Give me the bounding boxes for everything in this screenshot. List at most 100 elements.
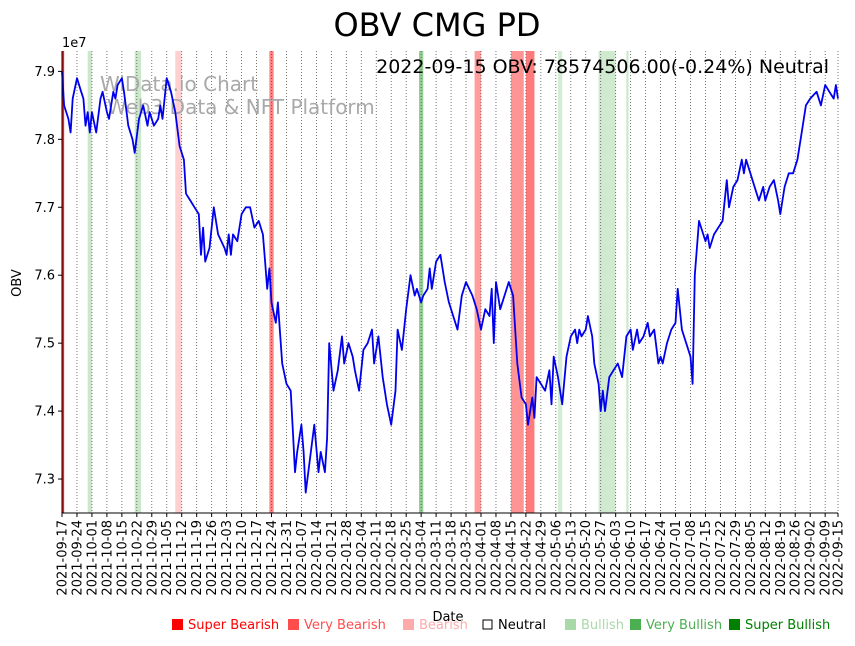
x-tick-label-32: 2022-04-29 (534, 520, 549, 596)
signal-band-7 (510, 51, 524, 513)
x-tick-label-25: 2022-03-11 (430, 520, 445, 596)
x-tick-label-35: 2022-05-20 (579, 520, 594, 596)
obv-series (61, 71, 839, 494)
legend: Super Bearish Very Bearish Bearish Neutral B… (172, 618, 830, 633)
x-tick-label-51: 2022-09-09 (819, 520, 834, 596)
legend-item-5: Very Bullish (630, 618, 722, 633)
axes (61, 51, 838, 514)
y-offset-label: 1e7 (62, 36, 87, 51)
signal-band-10 (598, 51, 616, 513)
legend-label-5: Very Bullish (646, 618, 722, 633)
y-tick-label-6: 7.9 (34, 65, 55, 80)
legend-swatch-3 (482, 619, 493, 630)
x-tick-label-38: 2022-06-10 (624, 520, 639, 596)
x-tick-label-21: 2022-02-11 (370, 520, 385, 596)
x-axis-label: Date (432, 610, 463, 625)
x-tick-label-43: 2022-07-15 (699, 520, 714, 596)
x-tick-label-2: 2021-10-01 (85, 520, 100, 596)
legend-swatch-6 (729, 619, 740, 630)
legend-label-1: Very Bearish (304, 618, 386, 633)
x-tick-label-7: 2021-11-05 (160, 520, 175, 596)
x-tick-label-9: 2021-11-19 (190, 520, 205, 596)
x-tick-label-4: 2021-10-15 (115, 520, 130, 596)
x-tick-label-12: 2021-12-10 (235, 520, 250, 596)
x-tick-label-47: 2022-08-12 (759, 520, 774, 596)
x-tick-label-20: 2022-02-04 (355, 520, 370, 596)
y-tick-label-5: 7.8 (34, 133, 55, 148)
signal-band-8 (525, 51, 535, 513)
x-tick-label-37: 2022-06-03 (609, 520, 624, 596)
signal-band-9 (557, 51, 563, 513)
x-tick-label-41: 2022-07-01 (669, 520, 684, 596)
x-tick-label-29: 2022-04-08 (489, 520, 504, 596)
x-tick-label-8: 2021-11-12 (175, 520, 190, 596)
x-tick-label-19: 2022-01-28 (340, 520, 355, 596)
x-tick-label-31: 2022-04-22 (519, 520, 534, 596)
y-axis-ticks: 7.3 7.4 7.5 7.6 7.7 7.8 7.9 (34, 65, 62, 488)
obv-annotation: 2022-09-15 OBV: 78574506.00(-0.24%) Neut… (376, 56, 829, 78)
x-tick-label-11: 2021-12-03 (220, 520, 235, 596)
y-tick-label-2: 7.5 (34, 337, 55, 352)
x-axis-ticks: 2021-09-17 2021-09-24 2021-10-01 2021-10-08… (56, 513, 847, 596)
x-tick-label-23: 2022-02-25 (400, 520, 415, 596)
x-tick-label-27: 2022-03-25 (460, 520, 475, 596)
x-tick-label-45: 2022-07-29 (729, 520, 744, 596)
x-tick-label-50: 2022-09-02 (804, 520, 819, 596)
x-tick-label-5: 2021-10-22 (130, 520, 145, 596)
y-tick-label-1: 7.4 (34, 405, 55, 420)
x-tick-label-44: 2022-07-22 (714, 520, 729, 596)
x-tick-label-40: 2022-06-24 (654, 520, 669, 596)
legend-item-1: Very Bearish (288, 618, 386, 633)
signal-band-2 (134, 51, 142, 513)
legend-swatch-1 (288, 619, 299, 630)
signal-band-3 (175, 51, 182, 513)
legend-label-6: Super Bullish (745, 618, 830, 633)
y-tick-label-0: 7.3 (34, 473, 55, 488)
x-tick-label-28: 2022-04-01 (474, 520, 489, 596)
legend-item-6: Super Bullish (729, 618, 830, 633)
legend-item-4: Bullish (565, 618, 624, 633)
x-tick-label-49: 2022-08-26 (789, 520, 804, 596)
signal-band-1 (87, 51, 92, 513)
y-tick-label-3: 7.6 (34, 269, 55, 284)
x-tick-label-10: 2021-11-26 (205, 520, 220, 596)
watermark-line-2: Web3 Data & NFT Platform (107, 95, 375, 119)
x-tick-label-26: 2022-03-18 (445, 520, 460, 596)
x-tick-label-42: 2022-07-08 (684, 520, 699, 596)
legend-label-2: Bearish (419, 618, 468, 633)
x-tick-label-15: 2021-12-31 (280, 520, 295, 596)
chart-title: OBV CMG PD (333, 6, 540, 44)
legend-label-0: Super Bearish (188, 618, 279, 633)
legend-item-3: Neutral (482, 618, 546, 633)
x-tick-label-46: 2022-08-05 (744, 520, 759, 596)
signal-band-6 (474, 51, 481, 513)
y-tick-label-4: 7.7 (34, 201, 55, 216)
x-tick-label-3: 2021-10-08 (100, 520, 115, 596)
obv-line-0 (61, 71, 839, 494)
x-tick-label-16: 2022-01-07 (295, 520, 310, 596)
watermark: WiData.io Chart Web3 Data & NFT Platform (100, 72, 375, 119)
x-tick-label-1: 2021-09-24 (70, 520, 85, 596)
y-axis-label: OBV (10, 269, 25, 297)
x-tick-label-6: 2021-10-29 (145, 520, 160, 596)
x-tick-label-52: 2022-09-15 (832, 520, 847, 596)
signal-band-11 (626, 51, 629, 513)
x-tick-label-33: 2022-05-06 (549, 520, 564, 596)
x-tick-label-22: 2022-02-18 (385, 520, 400, 596)
x-tick-label-13: 2021-12-17 (250, 520, 265, 596)
legend-swatch-2 (403, 619, 414, 630)
x-tick-label-18: 2022-01-21 (325, 520, 340, 596)
x-tick-label-34: 2022-05-13 (564, 520, 579, 596)
x-tick-label-0: 2021-09-17 (56, 520, 71, 596)
watermark-line-1: WiData.io Chart (100, 72, 258, 96)
x-tick-label-30: 2022-04-15 (504, 520, 519, 596)
x-tick-label-17: 2022-01-14 (310, 520, 325, 596)
signal-band-0 (62, 51, 65, 513)
x-tick-label-24: 2022-03-04 (415, 520, 430, 596)
x-tick-label-39: 2022-06-17 (639, 520, 654, 596)
x-tick-label-36: 2022-05-27 (594, 520, 609, 596)
legend-item-2: Bearish (403, 618, 468, 633)
legend-swatch-5 (630, 619, 641, 630)
legend-label-4: Bullish (581, 618, 624, 633)
